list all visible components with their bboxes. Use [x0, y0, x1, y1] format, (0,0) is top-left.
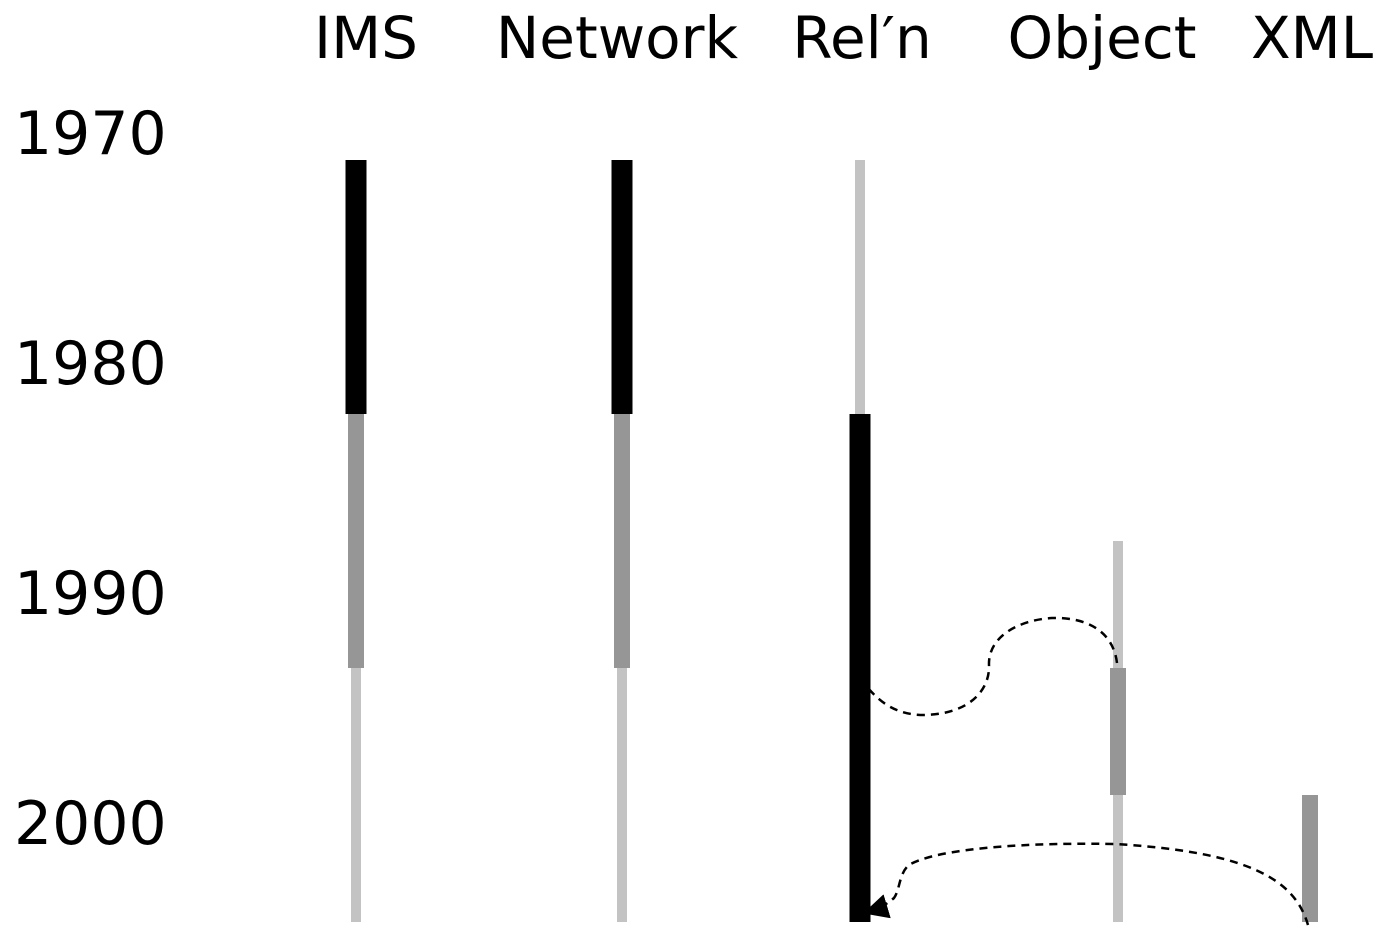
timeline-bar-ims-1991-2001	[351, 668, 361, 922]
timeline-bar-network-1971-1981	[611, 160, 633, 414]
column-label-ims: IMS	[314, 4, 418, 72]
year-label-1970: 1970	[14, 99, 167, 169]
timeline-bar-ims-1971-1981	[345, 160, 367, 414]
column-label-object: Object	[1008, 4, 1197, 72]
timeline-bar-network-1991-2001	[617, 668, 627, 922]
timeline-bar-object-1986-1991	[1113, 541, 1123, 668]
timeline-bars	[345, 160, 1318, 922]
column-label-xml: XML	[1251, 4, 1373, 72]
timeline-bar-object-1991-1996	[1110, 668, 1126, 795]
timeline-bar-xml-1996-2001	[1302, 795, 1318, 922]
year-label-1990: 1990	[14, 559, 167, 629]
year-label-2000: 2000	[14, 789, 167, 859]
object-to-relational-flow	[867, 616, 1119, 717]
timeline-bar-ims-1981-1991	[348, 414, 364, 668]
timeline-bar-reln-1971-1981	[855, 160, 865, 414]
xml-to-relational-flow	[863, 842, 1310, 926]
timeline-bar-reln-1981-2001	[849, 414, 871, 922]
column-label-relational: Rel′n	[792, 4, 931, 72]
year-label-1980: 1980	[14, 329, 167, 399]
timeline-bar-network-1981-1991	[614, 414, 630, 668]
timeline-bar-object-1996-2001	[1113, 795, 1123, 922]
column-label-network: Network	[496, 4, 739, 72]
